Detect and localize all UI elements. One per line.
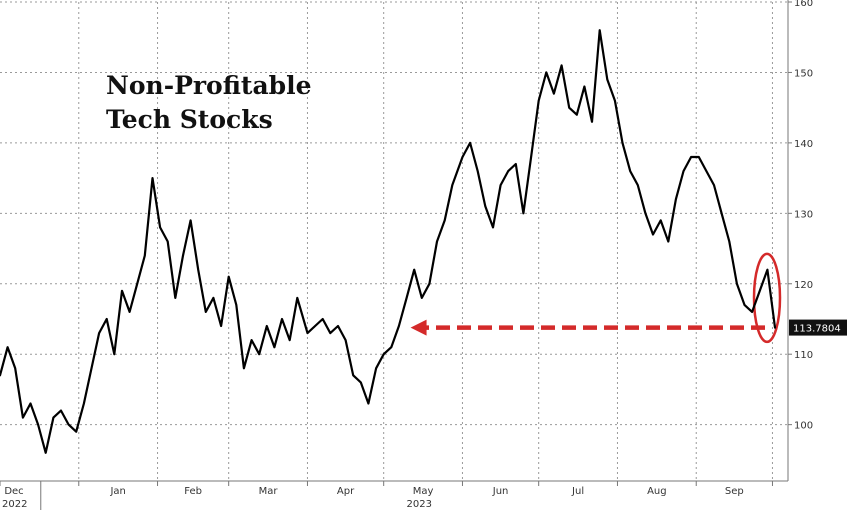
x-tick-label-aug: Aug: [647, 486, 667, 497]
x-tick-label-sep: Sep: [725, 486, 744, 497]
y-tick-label-110: 110: [794, 350, 813, 361]
y-tick-labels: 100 110 120 130 140 150 160: [794, 0, 813, 432]
y-tick-label-150: 150: [794, 68, 813, 79]
x-tick-label-jun: Jun: [492, 486, 509, 497]
y-tick-label-100: 100: [794, 421, 813, 432]
x-tick-label-may: May: [413, 486, 434, 497]
y-tick-label-140: 140: [794, 139, 813, 150]
y-tick-label-160: 160: [794, 0, 813, 9]
dashed-arrow-head: [410, 319, 427, 336]
x-tick-label-mar: Mar: [259, 486, 279, 497]
y-tick-label-130: 130: [794, 209, 813, 220]
x-year-label-2022: 2022: [2, 499, 27, 510]
chart-title-line-2: Tech Stocks: [106, 105, 273, 134]
axes: [0, 0, 792, 510]
series-line: [0, 29, 777, 454]
y-tick-label-120: 120: [794, 280, 813, 291]
last-value-label: 113.7804: [793, 324, 841, 335]
last-value-box: [789, 319, 847, 336]
last-value-marker: 113.7804: [789, 319, 847, 336]
x-tick-label-dec: Dec: [4, 486, 23, 497]
grid: [0, 1, 788, 481]
x-tick-label-feb: Feb: [184, 486, 202, 497]
series-layer: [0, 29, 777, 454]
x-tick-labels: Dec Jan Feb Mar Apr May Jun Jul Aug Sep 2022 2023: [2, 486, 744, 510]
annotations: [410, 252, 782, 344]
chart-title-line-1: Non-Profitable: [106, 71, 312, 100]
highlight-ellipse: [752, 252, 782, 344]
x-tick-label-jul: Jul: [571, 486, 584, 497]
x-year-label-2023: 2023: [407, 499, 432, 510]
chart-title: Non-Profitable Tech Stocks: [106, 71, 312, 134]
x-tick-label-jan: Jan: [109, 486, 125, 497]
x-tick-label-apr: Apr: [337, 486, 355, 497]
